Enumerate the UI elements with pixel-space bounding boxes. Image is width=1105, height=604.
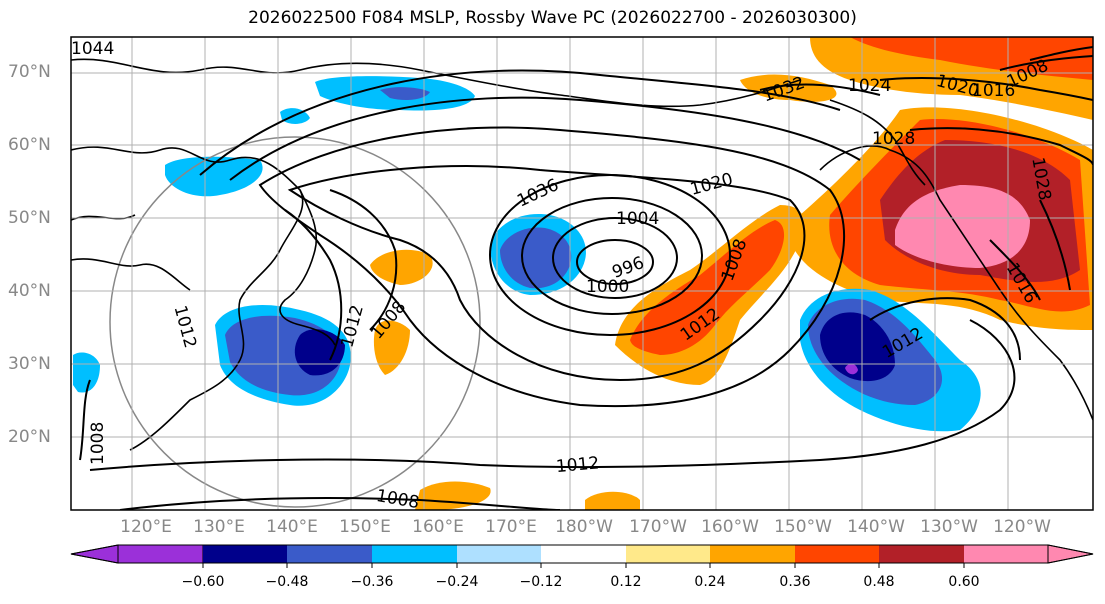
lat-label: 40°N bbox=[8, 281, 51, 301]
contour-label: 1004 bbox=[616, 209, 659, 229]
colorbar-bin bbox=[626, 545, 710, 563]
lon-label: 160°E bbox=[412, 517, 464, 537]
colorbar-bin bbox=[117, 544, 204, 564]
colorbar-bin bbox=[541, 545, 626, 563]
lat-label: 30°N bbox=[8, 354, 51, 374]
map-frame bbox=[70, 36, 1094, 511]
colorbar-bin bbox=[203, 545, 287, 563]
contour-label: 1044 bbox=[71, 39, 114, 59]
colorbar-bin bbox=[964, 545, 1048, 563]
colorbar bbox=[70, 544, 1094, 568]
colorbar-bin bbox=[372, 545, 457, 563]
colorbar-bin bbox=[287, 545, 372, 563]
lon-label: 120°W bbox=[993, 517, 1051, 537]
colorbar-tick-label: −0.60 bbox=[181, 574, 225, 590]
contour-label: 1024 bbox=[848, 76, 891, 96]
colorbar-high-extend bbox=[1047, 544, 1094, 564]
contour-label: 1028 bbox=[872, 129, 915, 149]
lon-label: 150°E bbox=[339, 517, 391, 537]
colorbar-tick-label: 0.36 bbox=[779, 574, 811, 590]
lat-label: 20°N bbox=[8, 427, 51, 447]
lon-label: 130°W bbox=[920, 517, 978, 537]
colorbar-outline bbox=[70, 544, 1094, 564]
colorbar-tick-label: −0.36 bbox=[350, 574, 394, 590]
lon-label: 180°W bbox=[555, 517, 613, 537]
lon-label: 120°E bbox=[120, 517, 172, 537]
lon-label: 150°W bbox=[774, 517, 832, 537]
coastlines bbox=[71, 58, 1093, 451]
contour-label: 1012 bbox=[555, 453, 600, 477]
colorbar-low-extend bbox=[70, 544, 119, 564]
colorbar-bin bbox=[795, 545, 879, 563]
contour-label: 1016 bbox=[972, 81, 1015, 101]
contour-label: 1008 bbox=[88, 422, 108, 465]
lon-label: 140°W bbox=[847, 517, 905, 537]
colorbar-tick-label: 0.48 bbox=[863, 574, 895, 590]
mslp-contours bbox=[79, 46, 1093, 510]
lat-label: 60°N bbox=[8, 135, 51, 155]
map-title: 2026022500 F084 MSLP, Rossby Wave PC (20… bbox=[248, 8, 857, 28]
colorbar-tick-label: 0.60 bbox=[948, 574, 980, 590]
colorbar-tick-label: −0.48 bbox=[265, 574, 309, 590]
colorbar-tick-label: −0.24 bbox=[435, 574, 479, 590]
lon-label: 170°W bbox=[629, 517, 687, 537]
gridlines bbox=[71, 37, 1093, 510]
lat-label: 70°N bbox=[8, 62, 51, 82]
lon-label: 160°W bbox=[701, 517, 759, 537]
contour-label: 1000 bbox=[586, 277, 629, 297]
lon-label: 140°E bbox=[266, 517, 318, 537]
lat-label: 50°N bbox=[8, 208, 51, 228]
colorbar-bin bbox=[710, 545, 795, 563]
colorbar-tick-label: −0.12 bbox=[519, 574, 563, 590]
colorbar-bin bbox=[457, 545, 541, 563]
reference-circle bbox=[109, 136, 481, 508]
colorbar-tick-label: 0.24 bbox=[694, 574, 726, 590]
colorbar-bin bbox=[879, 545, 964, 563]
colorbar-tick-label: 0.12 bbox=[610, 574, 642, 590]
lon-label: 170°E bbox=[485, 517, 537, 537]
lon-label: 130°E bbox=[193, 517, 245, 537]
